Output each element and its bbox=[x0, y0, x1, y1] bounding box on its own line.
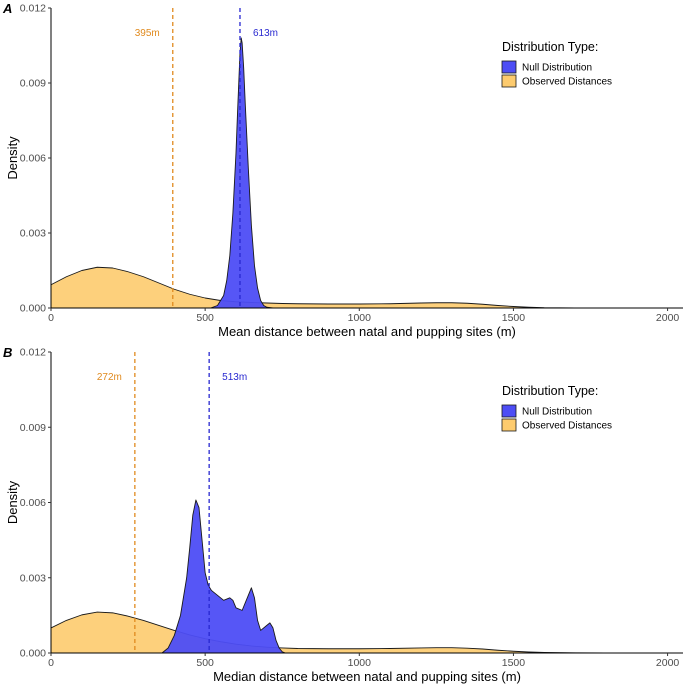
x-tick-label: 1500 bbox=[502, 657, 526, 669]
legend-item-label: Observed Distances bbox=[522, 421, 612, 432]
legend-key-null bbox=[501, 60, 517, 74]
x-tick-label: 2000 bbox=[656, 312, 680, 324]
x-tick-label: 1000 bbox=[348, 657, 372, 669]
y-tick-label: 0.009 bbox=[20, 78, 46, 90]
x-axis-title: Mean distance between natal and pupping … bbox=[218, 324, 516, 339]
null-distribution-area bbox=[210, 37, 274, 309]
y-axis-title: Density bbox=[5, 136, 20, 180]
legend-key-null bbox=[501, 404, 517, 418]
x-tick-label: 500 bbox=[196, 312, 214, 324]
x-tick-label: 500 bbox=[196, 657, 214, 669]
legend-item-label: Null Distribution bbox=[522, 63, 592, 74]
y-tick-label: 0.012 bbox=[20, 347, 46, 359]
panel-label: A bbox=[2, 1, 12, 16]
y-tick-label: 0.012 bbox=[20, 3, 46, 15]
x-tick-label: 0 bbox=[48, 657, 54, 669]
y-tick-label: 0.006 bbox=[20, 497, 46, 509]
legend-key-observed bbox=[501, 418, 517, 432]
legend-key-observed bbox=[501, 74, 517, 88]
x-tick-label: 1000 bbox=[348, 312, 372, 324]
panel-a: A 395m 613m 0.000 0.003 0.006 0.009 0.012 0 500 10… bbox=[2, 1, 683, 339]
panel-b: B 272m 513m 0.000 0.003 0.006 0.009 0.012 0 500 10… bbox=[3, 345, 683, 684]
x-tick-label: 0 bbox=[48, 312, 54, 324]
y-tick-label: 0.003 bbox=[20, 572, 46, 584]
null-value-annotation: 513m bbox=[222, 372, 247, 383]
y-tick-label: 0.006 bbox=[20, 153, 46, 165]
legend-item-label: Observed Distances bbox=[522, 77, 612, 88]
legend-title: Distribution Type: bbox=[502, 40, 598, 54]
observed-value-annotation: 272m bbox=[97, 372, 122, 383]
x-tick-label: 1500 bbox=[502, 312, 526, 324]
legend-item-label: Null Distribution bbox=[522, 407, 592, 418]
null-value-annotation: 613m bbox=[253, 28, 278, 39]
y-tick-label: 0.000 bbox=[20, 303, 46, 315]
legend: Distribution Type: Null Distribution Obser… bbox=[501, 384, 612, 432]
y-tick-label: 0.009 bbox=[20, 422, 46, 434]
null-distribution-area bbox=[161, 499, 286, 654]
legend: Distribution Type: Null Distribution Obser… bbox=[501, 40, 612, 88]
panel-label: B bbox=[3, 345, 12, 360]
x-axis-title: Median distance between natal and puppin… bbox=[213, 669, 521, 684]
y-tick-label: 0.000 bbox=[20, 648, 46, 660]
observed-value-annotation: 395m bbox=[135, 28, 160, 39]
y-axis-title: Density bbox=[5, 480, 20, 524]
y-tick-label: 0.003 bbox=[20, 228, 46, 240]
observed-distances-area bbox=[50, 266, 607, 309]
x-tick-label: 2000 bbox=[656, 657, 680, 669]
legend-title: Distribution Type: bbox=[502, 384, 598, 398]
